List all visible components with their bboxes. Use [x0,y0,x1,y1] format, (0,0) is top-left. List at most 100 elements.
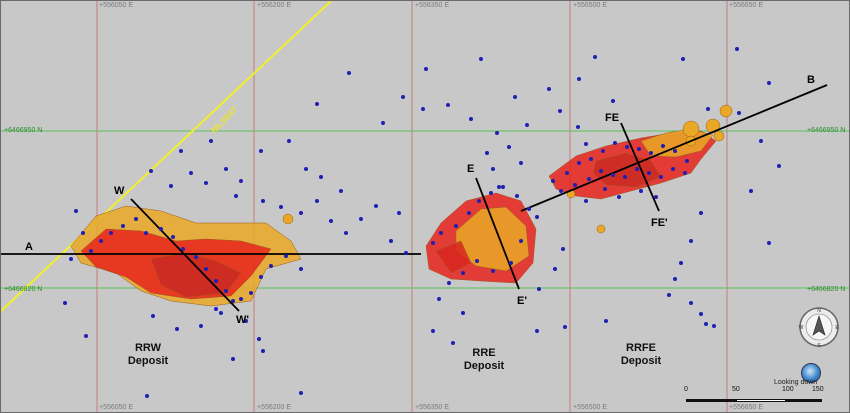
drillhole-point [467,211,471,215]
drillhole-point [767,241,771,245]
drillhole-point [749,189,753,193]
easting-label-top: +556350 E [415,2,450,9]
drillhole-point [685,159,689,163]
drillhole-point [249,291,253,295]
drillhole-point [673,149,677,153]
compass-icon[interactable]: N S E W [797,305,841,349]
deposit-label-rrw: RRW Deposit [108,342,188,368]
ore-blob [705,118,721,134]
drillhole-points [63,47,781,398]
scale-segment [686,399,736,402]
drillhole-point [737,111,741,115]
drillhole-point [315,102,319,106]
drillhole-point [109,231,113,235]
deposit-name: RRE [472,347,496,359]
drillhole-point [446,103,450,107]
drillhole-point [304,167,308,171]
northing-label-left: +6466820 N [4,286,43,293]
drillhole-point [437,297,441,301]
deposit-word: Deposit [463,360,505,372]
drillhole-point [673,277,677,281]
drillhole-point [515,194,519,198]
drillhole-point [625,145,629,149]
drillhole-point [558,109,562,113]
deposit-word: Deposit [127,355,169,367]
drillhole-point [431,329,435,333]
drillhole-point [475,259,479,263]
drillhole-point [421,107,425,111]
drillhole-point [144,231,148,235]
drillhole-point [551,179,555,183]
northing-label-right: +6466820 N [807,286,846,293]
drillhole-point [461,271,465,275]
drillhole-point [639,189,643,193]
drillhole-point [374,204,378,208]
section-label-fe: FE [605,112,620,124]
drillhole-point [319,175,323,179]
drillhole-point [461,311,465,315]
easting-label-top: +556050 E [99,2,134,9]
drillhole-point [679,261,683,265]
ore-blob [713,130,725,142]
drillhole-point [299,267,303,271]
drillhole-point [204,181,208,185]
ore-blob [682,120,700,138]
easting-label-bottom: +556350 E [415,404,450,411]
drillhole-point [584,142,588,146]
drillhole-point [284,254,288,258]
drillhole-point [359,217,363,221]
drillhole-point [224,289,228,293]
drillhole-point [777,164,781,168]
drillhole-point [491,167,495,171]
drillhole-point [151,314,155,318]
ore-blob [596,224,606,234]
easting-grid-lines [96,1,728,412]
scale-segment [786,399,822,402]
drillhole-point [767,81,771,85]
view-direction-label: Looking down [774,379,818,386]
view-direction-icon[interactable] [801,363,821,383]
scale-tick: 50 [732,386,740,393]
drillhole-point [451,341,455,345]
drillhole-point [261,199,265,203]
drillhole-point [654,195,658,199]
easting-label-top: +556650 E [729,2,764,9]
svg-text:N: N [817,308,821,314]
drillhole-point [181,247,185,251]
drillhole-point [287,139,291,143]
drillhole-point [199,324,203,328]
drillhole-point [231,299,235,303]
drillhole-point [239,179,243,183]
drillhole-point [513,95,517,99]
drillhole-point [547,87,551,91]
drillhole-point [699,211,703,215]
drillhole-point [635,167,639,171]
drillhole-point [577,161,581,165]
section-label-fe-prime: FE' [651,217,668,229]
drillhole-point [329,219,333,223]
drillhole-point [611,173,615,177]
drillhole-point [519,239,523,243]
drillhole-point [519,161,523,165]
ore-blob [282,213,294,225]
drillhole-point [149,169,153,173]
easting-label-top: +556500 E [573,2,608,9]
drillhole-point [735,47,739,51]
section-label-a: A [25,241,33,253]
easting-label-bottom: +556050 E [99,404,134,411]
drillhole-point [89,249,93,253]
drillhole-point [259,149,263,153]
drillhole-point [509,261,513,265]
drillhole-point [485,151,489,155]
drillhole-point [601,149,605,153]
drillhole-point [344,231,348,235]
deposit-name: RRW [134,342,162,354]
drillhole-point [469,117,473,121]
drillhole-point [175,327,179,331]
drillhole-point [553,267,557,271]
drillhole-point [299,391,303,395]
drillhole-point [604,319,608,323]
drillhole-point [689,301,693,305]
